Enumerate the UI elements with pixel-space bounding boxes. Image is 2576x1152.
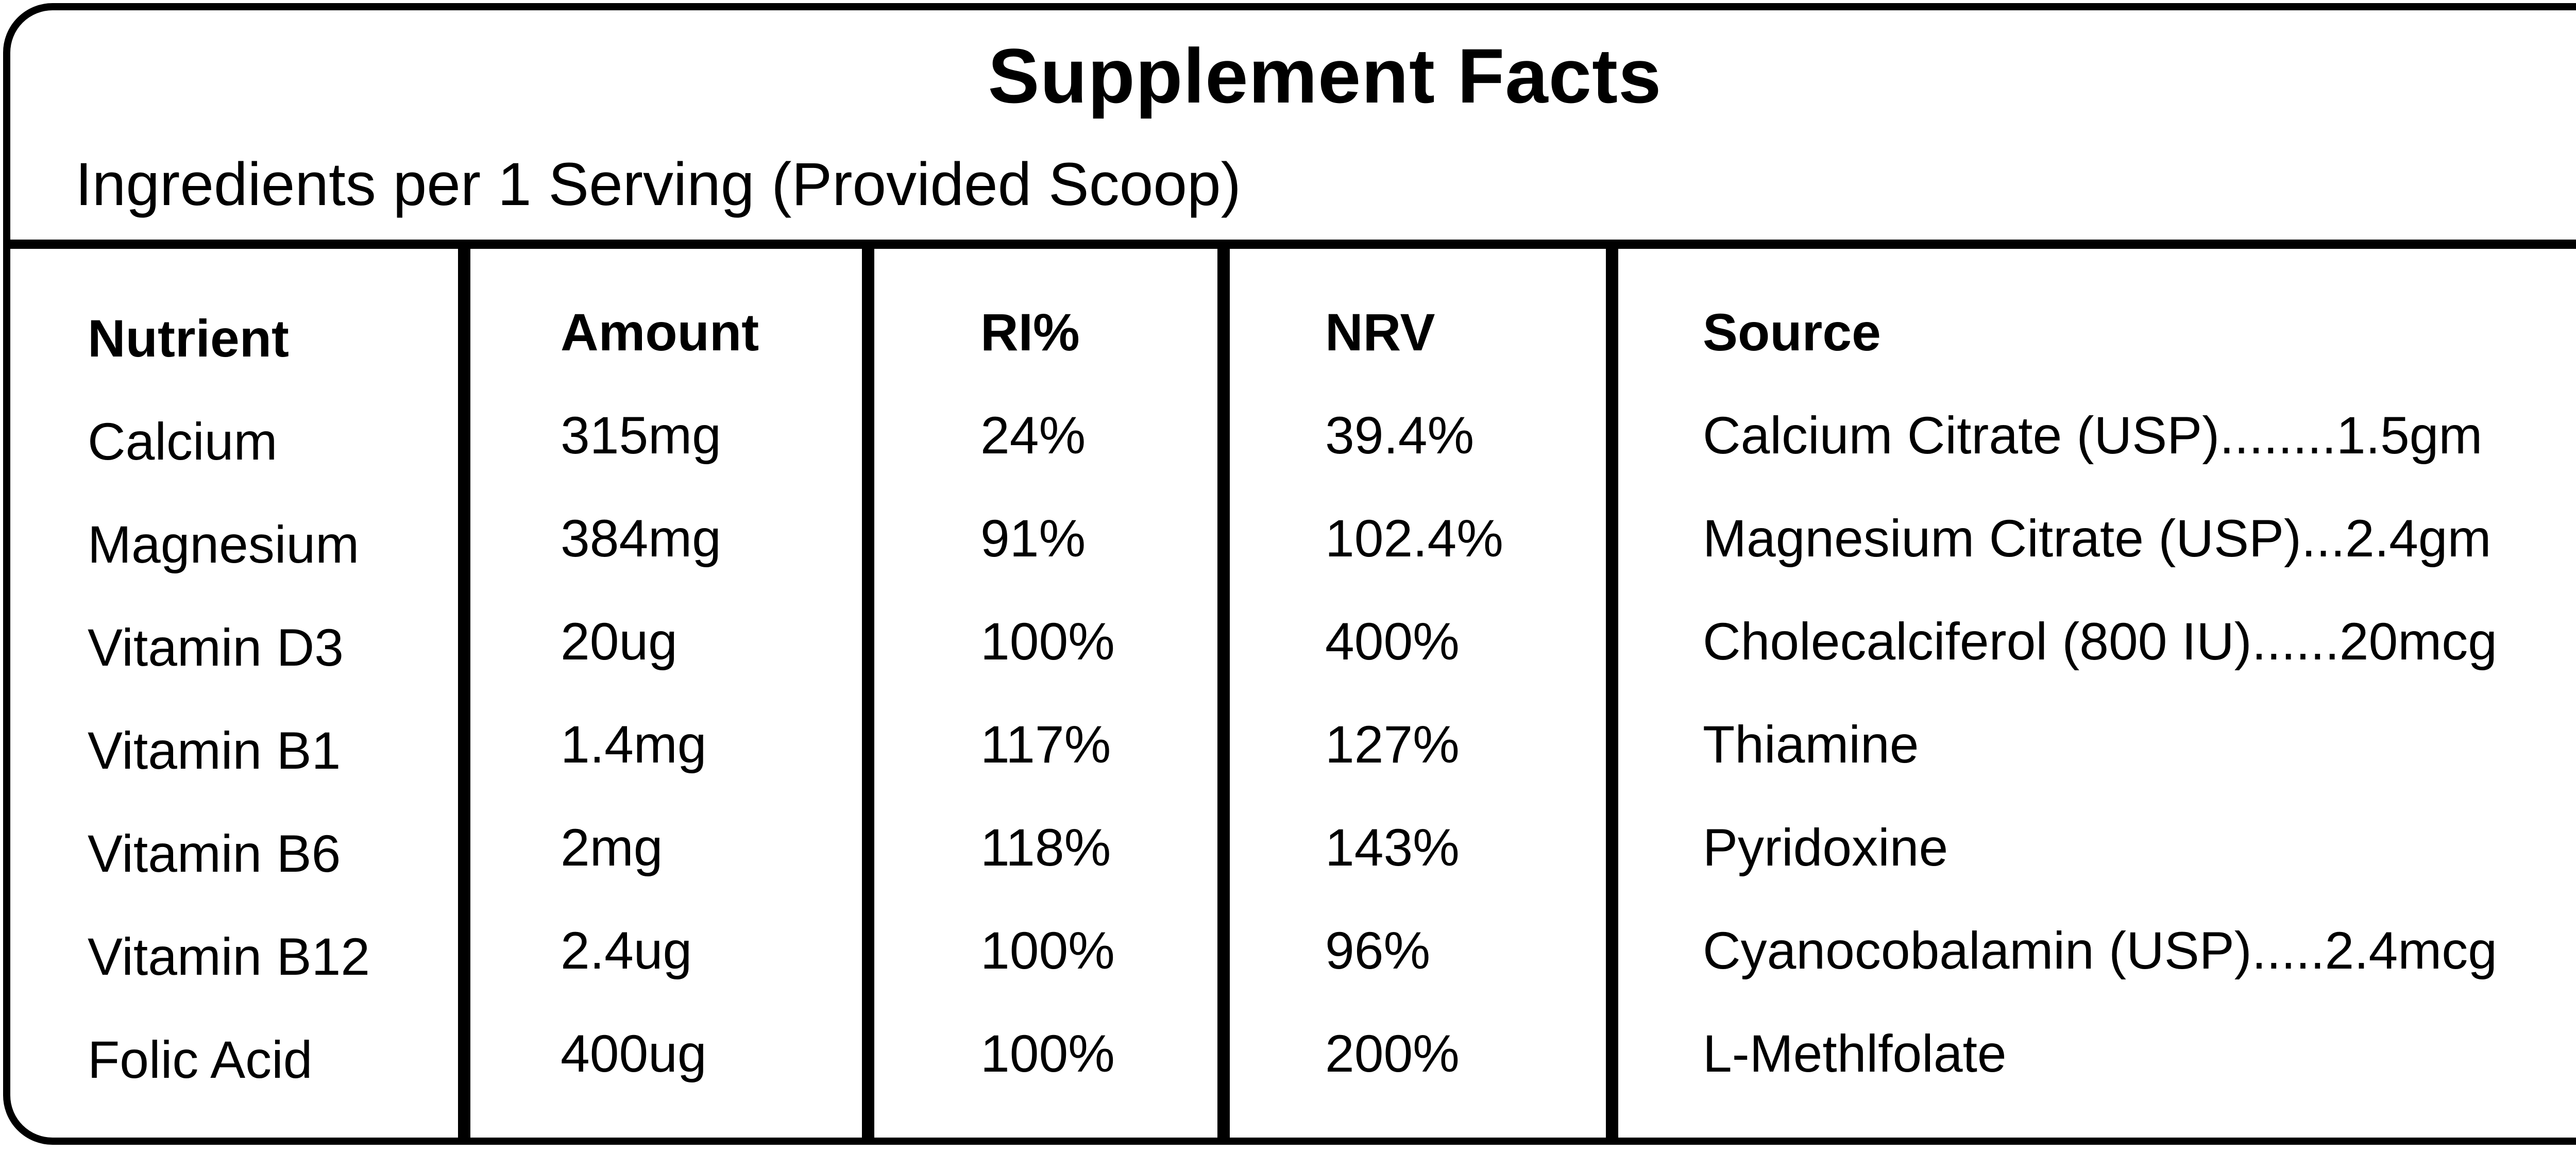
source-column: Source Calcium Citrate (USP)........1.5g… (1703, 299, 2497, 1123)
nutrient-cell: Calcium (88, 412, 278, 471)
nrv-cell: 96% (1325, 921, 1431, 980)
source-cell: Calcium Citrate (USP)........1.5gm (1703, 406, 2483, 465)
source-cell: Pyridoxine (1703, 818, 1948, 877)
amount-cell: 1.4mg (561, 715, 707, 774)
column-divider-4 (1606, 249, 1618, 1138)
nutrient-cell: Vitamin B1 (88, 721, 341, 780)
ri-cell: 117% (980, 715, 1111, 774)
nrv-column: NRV 39.4% 102.4% 400% 127% 143% 96% 200% (1325, 299, 1503, 1123)
ri-cell: 91% (980, 509, 1086, 568)
amount-cell: 2mg (561, 818, 663, 877)
source-cell: L-Methlfolate (1703, 1024, 2007, 1083)
ri-cell: 24% (980, 406, 1086, 465)
ri-header: RI% (980, 303, 1080, 362)
amount-cell: 20ug (561, 612, 677, 671)
nrv-header: NRV (1325, 303, 1435, 362)
nutrient-header: Nutrient (88, 309, 289, 368)
nutrient-cell: Vitamin D3 (88, 618, 344, 677)
panel-title: Supplement Facts (988, 32, 1662, 119)
nutrient-cell: Vitamin B6 (88, 824, 341, 883)
nrv-cell: 127% (1325, 715, 1460, 774)
ri-column: RI% 24% 91% 100% 117% 118% 100% 100% (980, 299, 1115, 1123)
column-divider-3 (1217, 249, 1230, 1138)
source-header: Source (1703, 303, 1881, 362)
header-divider (10, 240, 2576, 249)
amount-cell: 400ug (561, 1024, 707, 1083)
source-cell: Thiamine (1703, 715, 1919, 774)
nutrient-cell: Folic Acid (88, 1030, 313, 1089)
source-cell: Cholecalciferol (800 IU)......20mcg (1703, 612, 2497, 671)
ri-cell: 100% (980, 612, 1115, 671)
nrv-cell: 143% (1325, 818, 1460, 877)
amount-cell: 315mg (561, 406, 721, 465)
nutrient-column: Nutrient Calcium Magnesium Vitamin D3 Vi… (88, 299, 370, 1129)
source-cell: Cyanocobalamin (USP).....2.4mcg (1703, 921, 2497, 980)
amount-cell: 2.4ug (561, 921, 692, 980)
supplement-facts-panel: Supplement Facts Ingredients per 1 Servi… (3, 3, 2576, 1145)
ri-cell: 118% (980, 818, 1111, 877)
column-divider-2 (862, 249, 874, 1138)
ri-cell: 100% (980, 921, 1115, 980)
ri-cell: 100% (980, 1024, 1115, 1083)
nrv-cell: 200% (1325, 1024, 1460, 1083)
amount-header: Amount (561, 303, 759, 362)
column-divider-1 (458, 249, 470, 1138)
nrv-cell: 102.4% (1325, 509, 1503, 568)
amount-column: Amount 315mg 384mg 20ug 1.4mg 2mg 2.4ug … (561, 299, 759, 1123)
nutrient-cell: Magnesium (88, 515, 360, 574)
panel-subtitle: Ingredients per 1 Serving (Provided Scoo… (75, 150, 1241, 218)
nrv-cell: 39.4% (1325, 406, 1475, 465)
nutrient-cell: Vitamin B12 (88, 927, 370, 986)
nrv-cell: 400% (1325, 612, 1460, 671)
source-cell: Magnesium Citrate (USP)...2.4gm (1703, 509, 2492, 568)
amount-cell: 384mg (561, 509, 721, 568)
